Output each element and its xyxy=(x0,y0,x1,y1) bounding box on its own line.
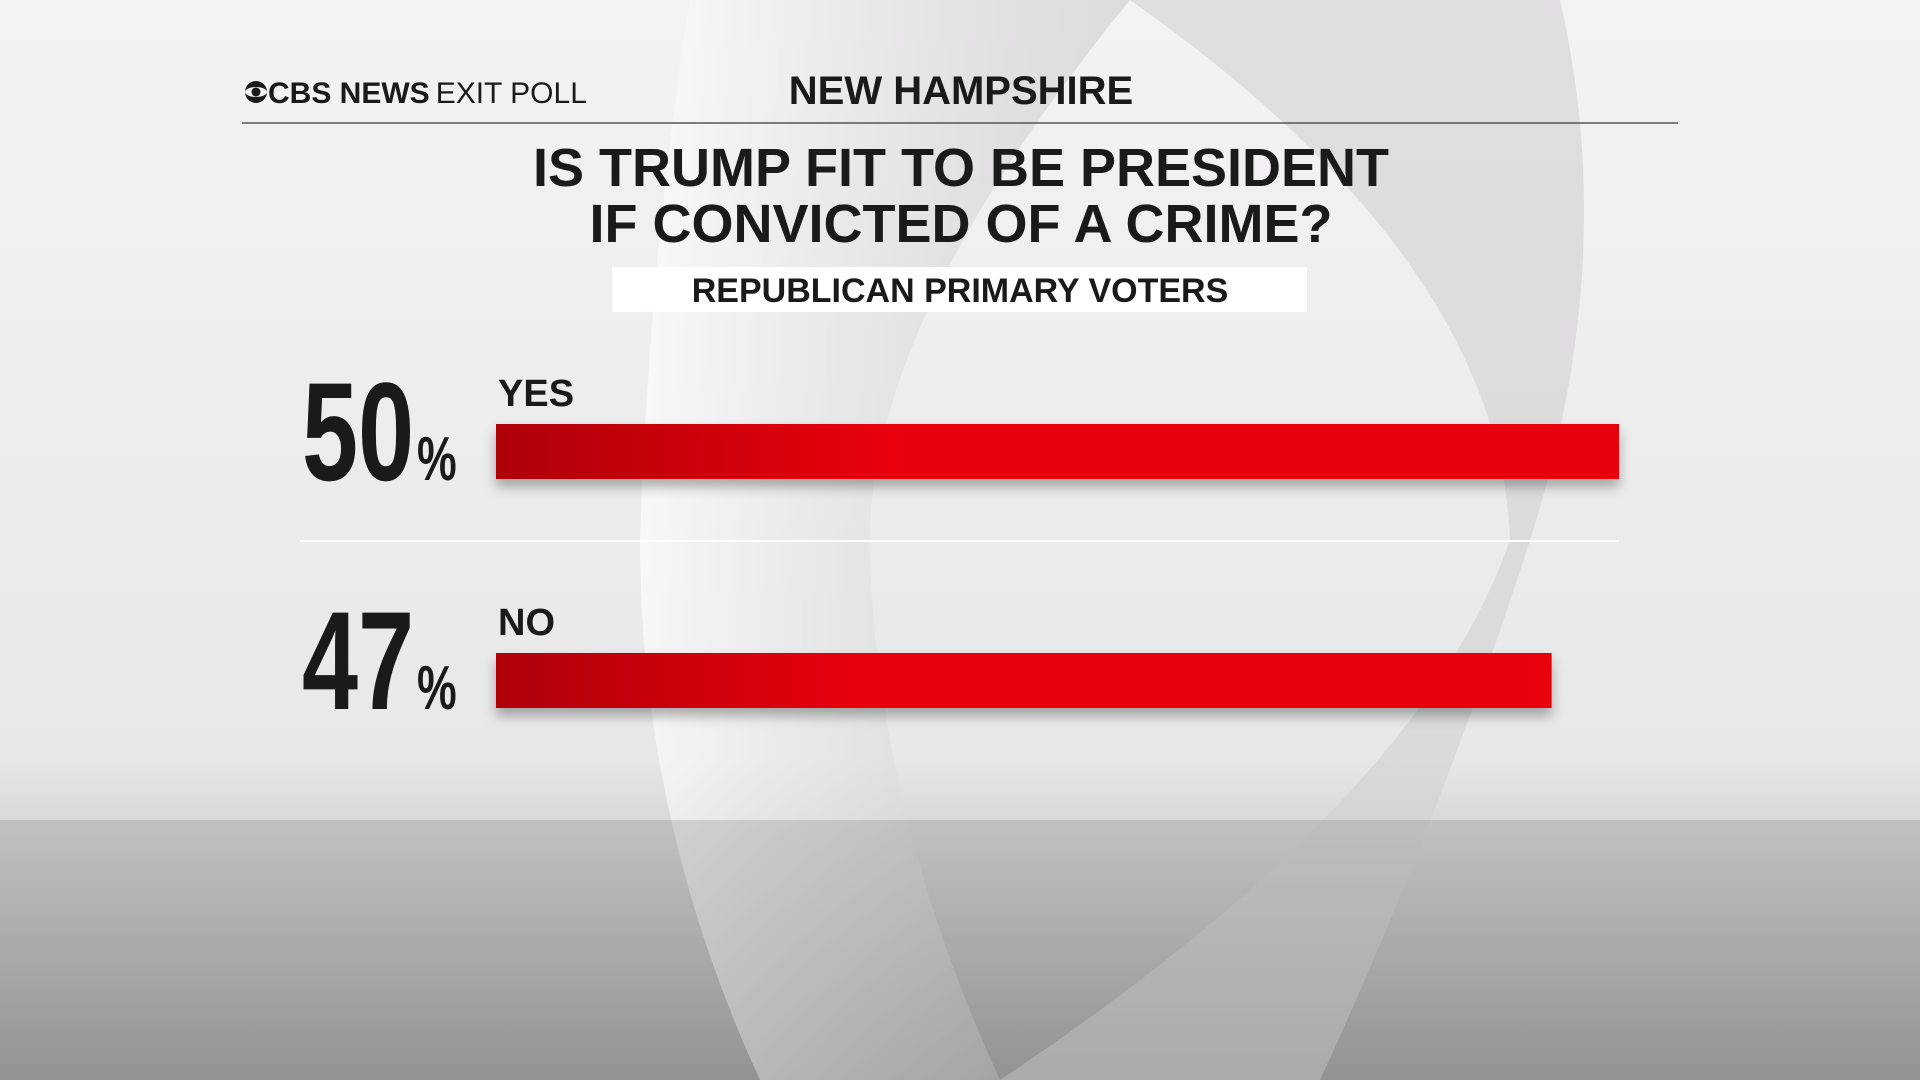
subtitle: REPUBLICAN PRIMARY VOTERS xyxy=(692,272,1229,310)
bar-shade xyxy=(496,653,1552,708)
title-line: IS TRUMP FIT TO BE PRESIDENT xyxy=(533,138,1389,198)
value-label: 50% xyxy=(302,354,457,510)
value-unit: % xyxy=(417,425,457,494)
heading: NEW HAMPSHIRE xyxy=(789,69,1133,113)
logo xyxy=(245,81,267,103)
value-label: 47% xyxy=(302,583,457,739)
decor-arc xyxy=(1000,0,1584,1080)
value-unit: % xyxy=(417,654,457,723)
subtitle-box xyxy=(612,267,1307,312)
brand-name: CBS NEWS xyxy=(268,77,430,110)
value-number: 50 xyxy=(302,354,414,510)
brand-suffix: EXIT POLL xyxy=(436,77,587,110)
title-line: IF CONVICTED OF A CRIME? xyxy=(590,194,1333,254)
logo-eye xyxy=(251,87,261,97)
bar-shade xyxy=(496,424,1619,479)
category-label: NO xyxy=(498,602,555,644)
brand: CBS NEWS EXIT POLL xyxy=(268,77,587,110)
value-number: 47 xyxy=(302,583,414,739)
category-label: YES xyxy=(498,373,574,415)
decor-floor xyxy=(0,820,1920,1080)
